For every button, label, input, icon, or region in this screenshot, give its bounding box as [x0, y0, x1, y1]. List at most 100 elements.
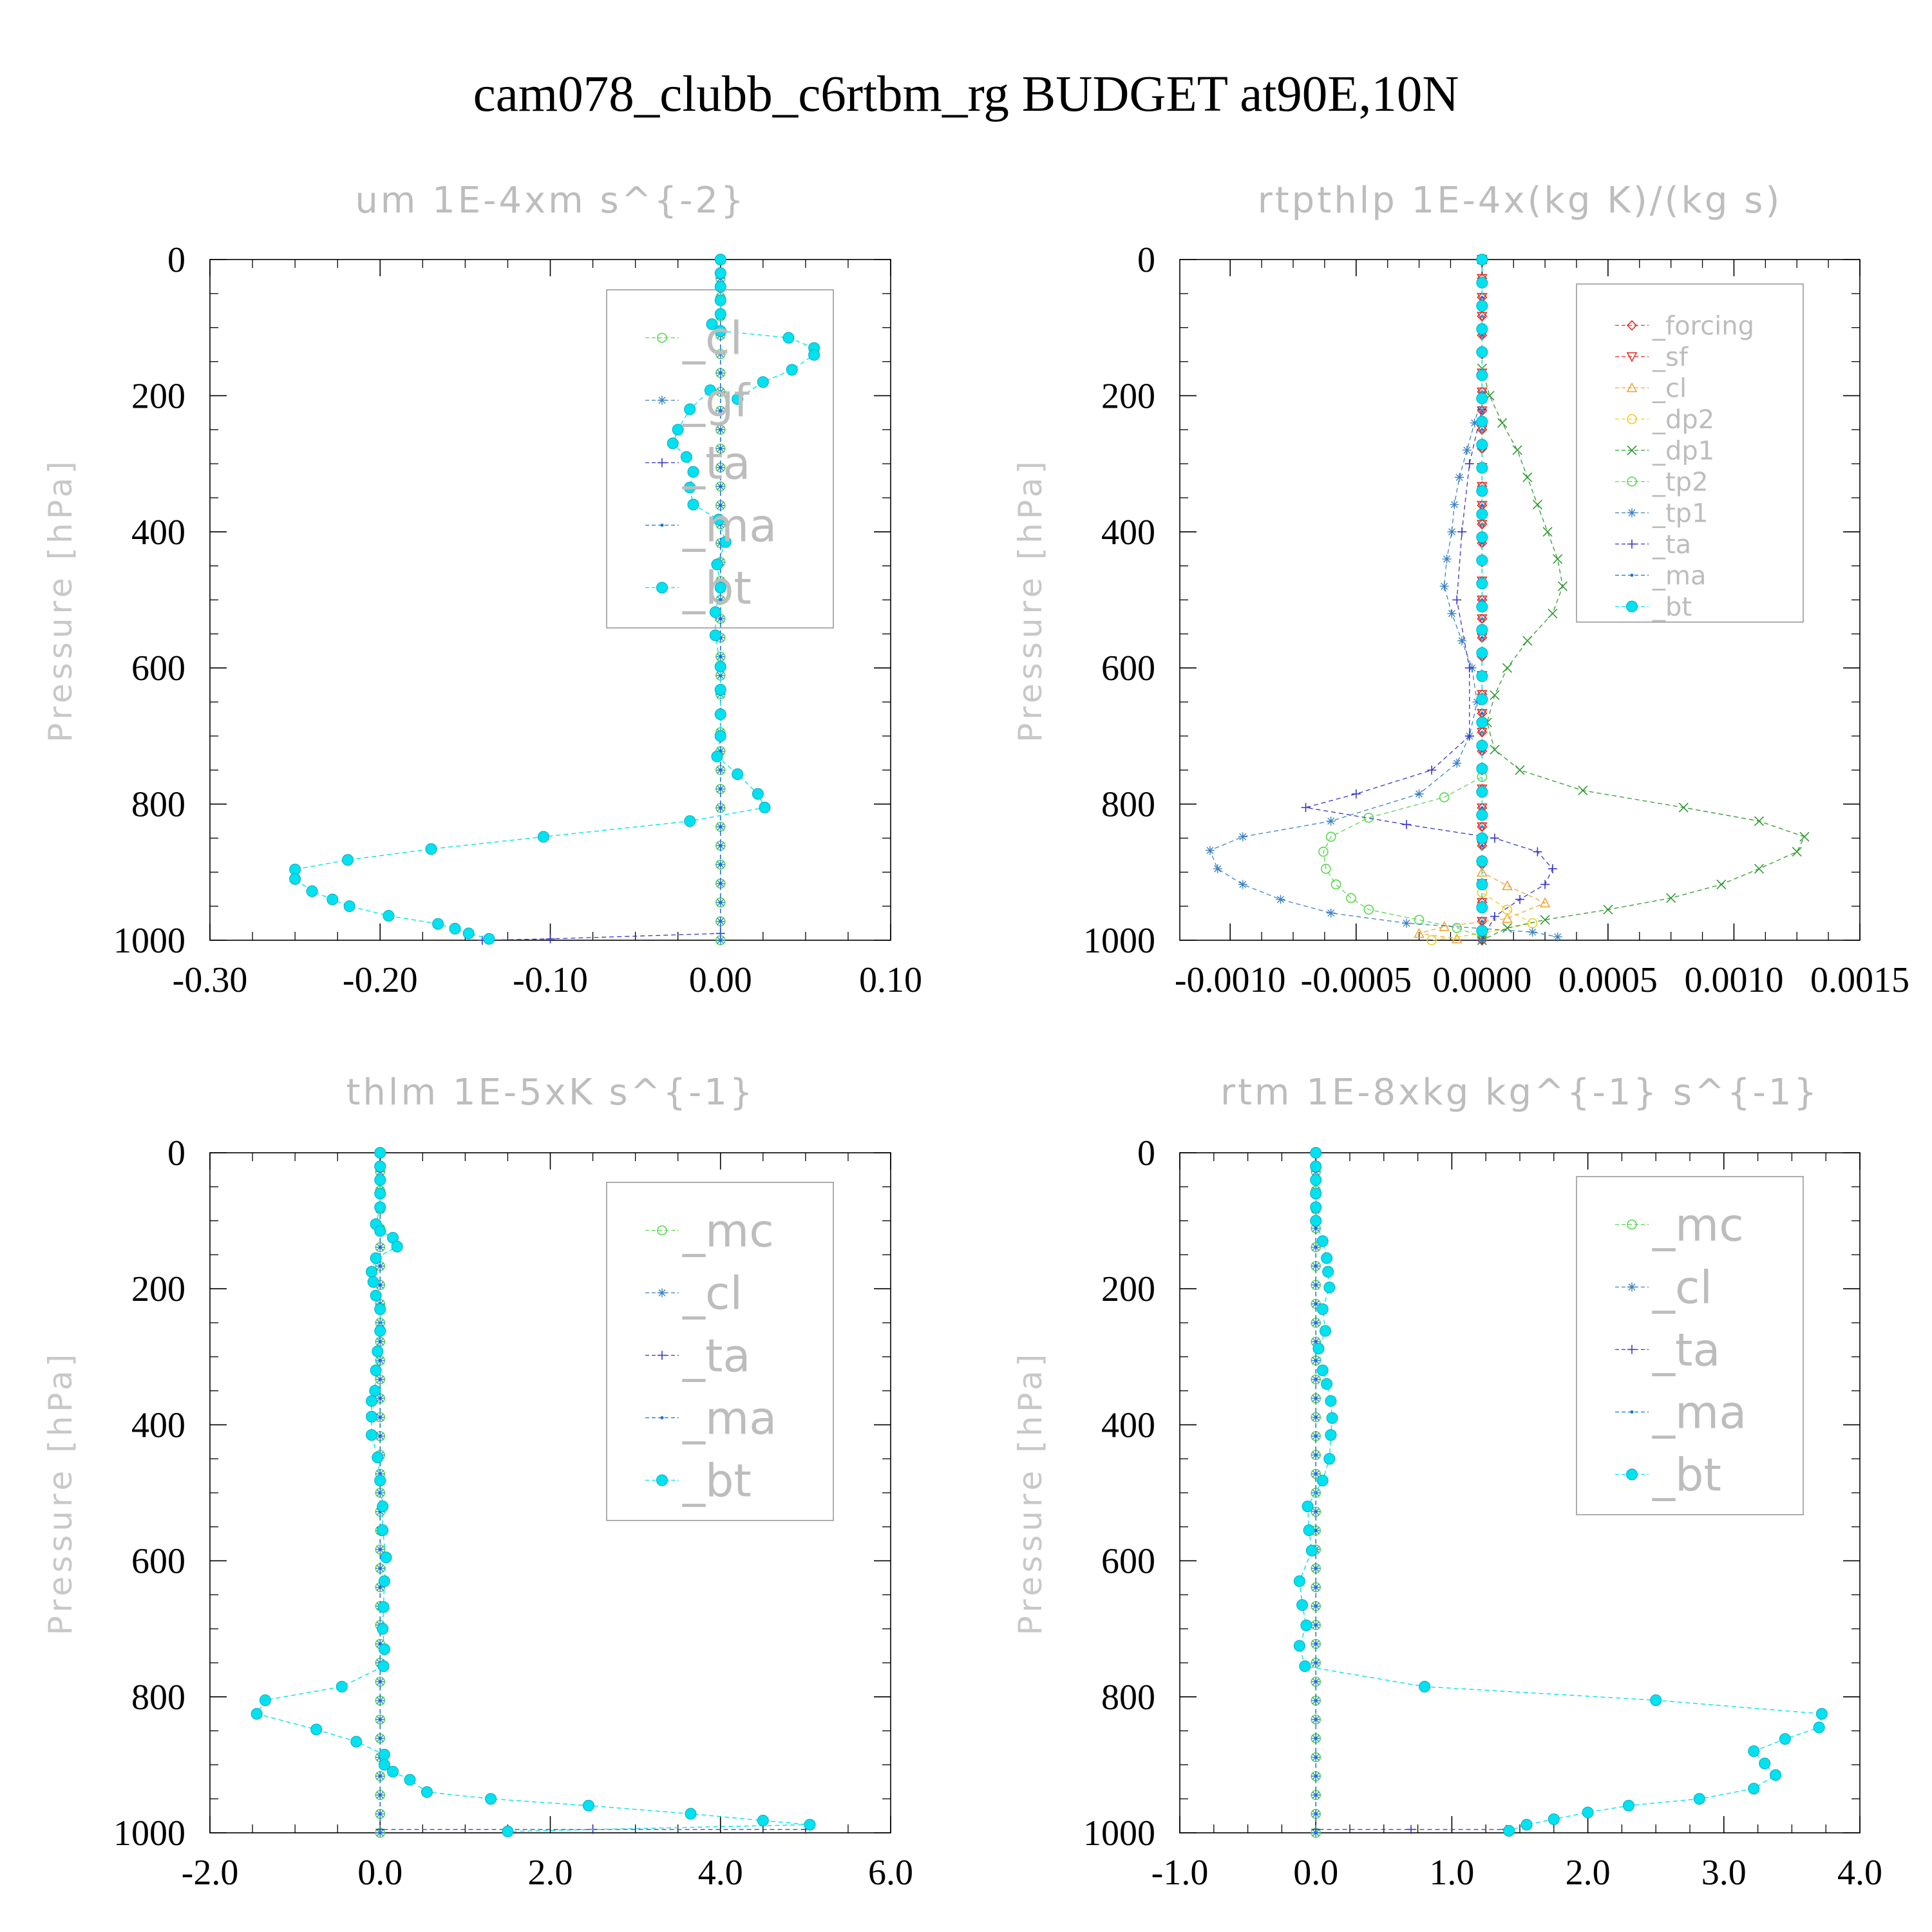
data-point: [1515, 895, 1524, 904]
y-axis-label: Pressure [hPa]: [42, 1350, 79, 1636]
data-point: [719, 768, 723, 772]
data-point: [378, 1283, 382, 1287]
legend-marker: [1626, 352, 1638, 363]
legend-marker: [656, 582, 668, 594]
data-point: [1603, 904, 1613, 915]
data-point: [1447, 609, 1457, 618]
data-point: [714, 294, 726, 307]
data-point: [1316, 1235, 1329, 1247]
panel-title: um 1E-4xm s^{-2}: [355, 180, 746, 222]
y-tick-label: 1000: [113, 921, 185, 961]
data-point: [1314, 1812, 1318, 1816]
data-point: [366, 1265, 378, 1278]
data-point: [1314, 1756, 1318, 1759]
data-point: [404, 1774, 416, 1786]
y-tick-label: 0: [1137, 240, 1155, 280]
data-point: [1326, 1412, 1338, 1424]
data-point: [1293, 1640, 1305, 1652]
legend-marker: [658, 1288, 667, 1298]
data-point: [1476, 346, 1488, 358]
data-point: [1319, 1325, 1331, 1337]
data-point: [1414, 914, 1425, 925]
y-tick-label: 200: [1101, 1269, 1155, 1309]
data-point: [432, 918, 444, 930]
data-point: [306, 885, 318, 897]
data-point: [1522, 472, 1533, 482]
data-point: [1314, 1245, 1318, 1249]
data-point: [719, 390, 723, 394]
data-point: [366, 1410, 378, 1423]
data-point: [719, 428, 723, 431]
y-tick-label: 600: [1101, 1542, 1155, 1582]
data-point: [1815, 1708, 1828, 1720]
data-point: [1302, 1501, 1314, 1513]
x-tick-label: 0.0: [1293, 1853, 1338, 1893]
data-point: [1813, 1721, 1825, 1734]
data-point: [1540, 880, 1550, 889]
data-point: [1314, 1359, 1318, 1363]
data-point: [719, 674, 723, 677]
data-point: [719, 806, 723, 810]
data-point: [1314, 1340, 1318, 1343]
data-point: [449, 923, 461, 935]
data-point: [1716, 879, 1727, 889]
data-point: [714, 730, 726, 742]
data-point: [378, 1575, 390, 1587]
data-point: [1314, 1661, 1318, 1665]
data-point: [1542, 527, 1553, 537]
data-point: [714, 254, 726, 265]
legend-marker: [658, 395, 667, 405]
data-point: [369, 1385, 381, 1397]
data-point: [378, 1748, 390, 1761]
legend-label: _gf: [682, 375, 750, 428]
data-point: [1457, 527, 1467, 536]
panel-4: rtm 1E-8xkg kg^{-1} s^{-1} Pressure [hPa]…: [1012, 1072, 1882, 1893]
data-point: [1314, 1736, 1318, 1740]
data-point: [1476, 762, 1488, 775]
data-point: [1462, 445, 1472, 455]
data-point: [378, 1759, 390, 1771]
data-point: [374, 1160, 386, 1173]
data-point: [1553, 554, 1563, 564]
data-point: [1470, 418, 1479, 428]
legend: _mc _cl _ta _ma _bt: [1576, 1176, 1804, 1515]
data-point: [370, 1252, 382, 1264]
y-tick-label: 400: [131, 1405, 185, 1445]
data-point: [462, 927, 475, 940]
data-point: [1316, 1364, 1329, 1376]
y-axis-label: Pressure [hPa]: [1012, 1350, 1049, 1636]
data-point: [1515, 765, 1525, 775]
data-point: [719, 409, 723, 413]
data-point: [378, 1774, 382, 1778]
panel-3: thlm 1E-5xK s^{-1} Pressure [hPa] 0 200 400 6…: [42, 1072, 913, 1893]
legend-label: _ta: [1652, 1324, 1720, 1377]
data-point: [1770, 1769, 1782, 1781]
data-point: [1419, 1680, 1431, 1692]
data-point: [1321, 1252, 1333, 1264]
data-point: [485, 1793, 497, 1805]
data-point: [1476, 647, 1488, 659]
data-point: [719, 882, 723, 886]
data-point: [1476, 832, 1488, 844]
data-point: [1452, 595, 1462, 605]
data-point: [1314, 1283, 1318, 1287]
x-tick-label: 2.0: [528, 1853, 573, 1893]
data-point: [714, 308, 726, 320]
data-point: [372, 1452, 384, 1464]
legend-box: [606, 289, 834, 629]
data-point: [1582, 1806, 1594, 1819]
data-point: [1502, 904, 1513, 915]
legend-marker: [660, 524, 664, 527]
data-point: [782, 332, 795, 344]
data-point: [1205, 846, 1215, 855]
data-point: [1759, 1757, 1771, 1770]
x-tick-label: 4.0: [698, 1853, 743, 1893]
data-point: [378, 1699, 382, 1703]
data-point: [374, 1303, 386, 1315]
data-point: [1464, 731, 1474, 741]
data-point: [1346, 893, 1356, 904]
data-point: [1414, 927, 1425, 938]
data-point: [714, 582, 726, 594]
y-tick-label: 800: [131, 1678, 185, 1718]
y-tick-label: 600: [1101, 649, 1155, 688]
